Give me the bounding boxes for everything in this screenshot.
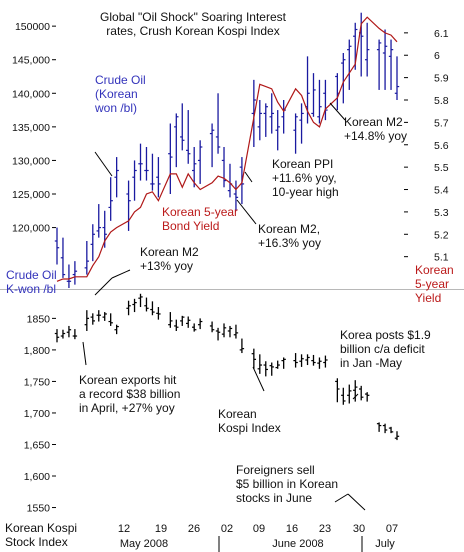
foreigners-label-line: stocks in June [236, 491, 312, 505]
right-axis-tick-label: 6.1 [434, 28, 449, 40]
annotation-pointer [94, 277, 113, 296]
m2-13-label-line: +13% yoy [140, 259, 193, 273]
kospi-axis-label-line: Stock Index [5, 535, 68, 549]
annotations: Global "Oil Shock" Soaring Interestrates… [5, 10, 454, 549]
crude-oil-label-line: (Korean [95, 87, 138, 101]
right-axis-tick-label: 5.2 [434, 229, 449, 241]
annotation-pointer [347, 493, 366, 511]
left-axis-tick-label: 130,000 [12, 155, 50, 167]
x-group-label: June 2008 [272, 538, 323, 550]
annotation-pointer [236, 199, 257, 225]
x-tick-label: 23 [319, 523, 331, 535]
deficit-label-line: Korea posts $1.9 [340, 328, 431, 342]
m2-163-label-line: Korean M2, [258, 222, 320, 236]
right-axis-tick-label: 5.1 [434, 252, 449, 264]
x-group-label: May 2008 [120, 538, 168, 550]
right-axis-tick-label: 6 [434, 50, 440, 62]
x-tick-label: 07 [386, 523, 398, 535]
left-axis-label-line: Crude Oil [6, 268, 57, 282]
left-axis-tick-label: 140,000 [12, 88, 50, 100]
left-axis-tick-label: 145,000 [12, 55, 50, 67]
annotation-pointer [352, 393, 359, 400]
annotation-pointer [252, 366, 265, 392]
right-axis-tick-label: 5.6 [434, 140, 449, 152]
chart-title-line: rates, Crush Korean Kospi Index [106, 24, 279, 38]
annotation-pointer [329, 102, 346, 121]
yield-line [56, 16, 398, 282]
x-tick-label: 19 [155, 523, 167, 535]
deficit-label-line: billion c/a deficit [340, 342, 425, 356]
right-axis-tick-label: 5.7 [434, 117, 449, 129]
kospi-axis-tick-label: 1,650 [24, 439, 50, 451]
annotation-pointer [82, 341, 87, 366]
kospi-axis-tick-label: 1850 [27, 313, 51, 325]
kospi-axis-tick-label: 1,700 [24, 408, 50, 420]
crude-oil-series [54, 12, 400, 288]
kospi-axis-tick-label: 1,800 [24, 345, 50, 357]
right-axis-tick-label: 5.4 [434, 185, 449, 197]
kospi-label-line: Korean [218, 407, 257, 421]
right-axis-tick-label: 5.5 [434, 162, 449, 174]
right-axis-tick-label: 5.8 [434, 95, 449, 107]
deficit-label-line: in Jan -May [340, 356, 402, 370]
left-axis-tick-label: 150000 [15, 21, 50, 33]
left-axis-tick-label: 125,000 [12, 189, 50, 201]
x-tick-label: 26 [188, 523, 200, 535]
right-axis-label-line: 5-year [415, 277, 449, 291]
kospi-axis-tick-label: 1,750 [24, 376, 50, 388]
kospi-label-line: Kospi Index [218, 421, 281, 435]
chart-title-line: Global "Oil Shock" Soaring Interest [100, 10, 287, 24]
left-axis-tick-label: 120,000 [12, 223, 50, 235]
yield-label-line: Korean 5-year [162, 205, 238, 219]
axes: 120,000 125,000 130,000 135,000 140,000 145,0… [0, 21, 464, 552]
ppi-label-line: Korean PPI [272, 157, 333, 171]
left-axis-label-line: K-won /bl [6, 282, 56, 296]
right-axis-tick-label: 5.9 [434, 73, 449, 85]
yield-series [56, 16, 398, 282]
crude-oil-label-line: won /bl) [94, 101, 137, 115]
annotation-pointer [94, 151, 113, 177]
ppi-label-line: +11.6% yoy, [272, 171, 337, 185]
kospi-series [54, 293, 400, 441]
ppi-label-line: 10-year high [272, 185, 339, 199]
m2-13-label-line: Korean M2 [140, 245, 199, 259]
right-axis-tick-label: 5.3 [434, 207, 449, 219]
x-tick-label: 16 [286, 523, 298, 535]
yield-label-line: Bond Yield [162, 219, 219, 233]
m2-148-label-line: +14.8% yoy [344, 129, 407, 143]
exports-label-line: Korean exports hit [79, 373, 177, 387]
m2-148-label-line: Korean M2 [344, 115, 403, 129]
exports-label-line: in April, +27% yoy [79, 401, 175, 415]
annotation-pointer [334, 493, 349, 503]
kospi-axis-tick-label: 1550 [27, 503, 51, 515]
x-tick-label: 02 [221, 523, 233, 535]
kospi-axis-tick-label: 1,600 [24, 471, 50, 483]
x-tick-label: 12 [118, 523, 130, 535]
left-axis-tick-label: 135,000 [12, 122, 50, 134]
foreigners-label-line: Foreigners sell [236, 463, 315, 477]
right-axis-label-line: Yield [415, 291, 441, 305]
x-group-label: July [375, 538, 395, 550]
annotation-pointer [244, 171, 253, 183]
crude-oil-label-line: Crude Oil [95, 73, 146, 87]
m2-163-label-line: +16.3% yoy [258, 236, 321, 250]
x-tick-label: 30 [353, 523, 365, 535]
x-tick-label: 09 [253, 523, 265, 535]
exports-label-line: a record $38 billion [79, 387, 180, 401]
kospi-axis-label-line: Korean Kospi [5, 521, 77, 535]
annotation-pointer [111, 269, 131, 279]
foreigners-label-line: $5 billion in Korean [236, 477, 338, 491]
right-axis-label-line: Korean [415, 263, 454, 277]
